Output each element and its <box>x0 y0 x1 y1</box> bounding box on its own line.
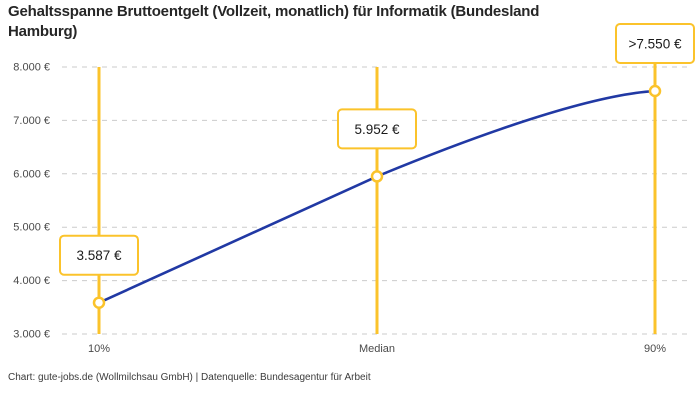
data-point-marker <box>92 296 106 309</box>
y-axis-tick-label: 6.000 € <box>13 168 50 180</box>
y-axis-tick-label: 8.000 € <box>13 62 50 74</box>
value-label: >7.550 € <box>629 37 682 52</box>
y-axis-tick-label: 4.000 € <box>13 275 50 287</box>
value-label: 5.952 € <box>354 122 400 137</box>
data-point-marker <box>370 170 384 183</box>
page-title-line-1: Gehaltsspanne Bruttoentgelt (Vollzeit, m… <box>8 3 540 20</box>
value-label: 3.587 € <box>76 248 122 263</box>
y-axis-tick-label: 3.000 € <box>13 329 50 341</box>
salary-line <box>97 89 657 304</box>
page-title-line-2: Hamburg) <box>8 23 78 40</box>
y-axis-tick-label: 7.000 € <box>13 115 50 127</box>
page-title: Gehaltsspanne Bruttoentgelt (Vollzeit, m… <box>8 2 608 42</box>
x-axis-tick-label: Median <box>359 343 395 355</box>
value-label-box <box>337 108 417 150</box>
value-label-box <box>59 234 139 276</box>
value-label-box <box>615 23 695 64</box>
y-axis-tick-label: 5.000 € <box>13 222 50 234</box>
attribution-source-text: Chart: gute-jobs.de (Wollmilchsau GmbH) … <box>8 372 371 383</box>
x-axis-tick-label: 90% <box>644 343 666 355</box>
x-axis-tick-label: 10% <box>88 343 110 355</box>
data-point-marker <box>648 84 662 98</box>
